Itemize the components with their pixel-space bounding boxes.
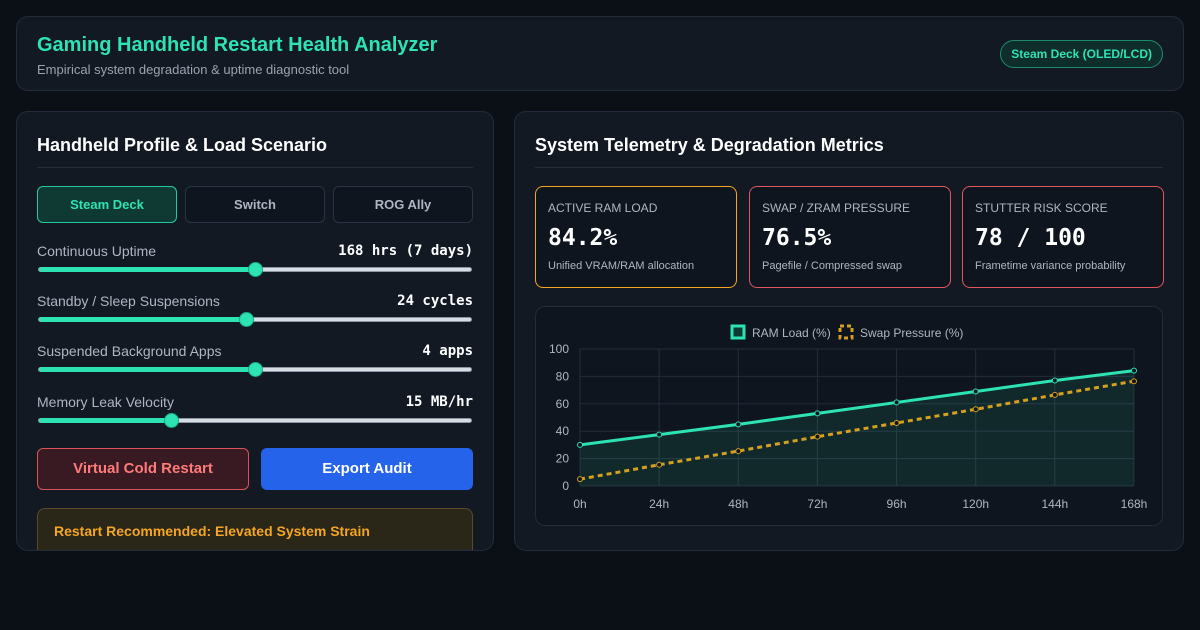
- suspensions-slider-row: Standby / Sleep Suspensions 24 cycles: [37, 293, 473, 329]
- uptime-label: Continuous Uptime: [37, 243, 157, 259]
- metric-value: 78 / 100: [975, 225, 1086, 251]
- data-point: [577, 476, 583, 483]
- virtual-cold-restart-button[interactable]: Virtual Cold Restart: [37, 448, 249, 490]
- data-point: [814, 433, 821, 440]
- device-badge: Steam Deck (OLED/LCD): [1000, 40, 1163, 68]
- tab-switch[interactable]: Switch: [185, 186, 325, 223]
- data-point: [972, 388, 979, 395]
- legend-swatch: [838, 324, 854, 340]
- telemetry-panel: System Telemetry & Degradation Metrics A…: [514, 111, 1184, 551]
- legend-swatch: [730, 324, 746, 340]
- metric-caption: Pagefile / Compressed swap: [762, 260, 903, 272]
- metric-card-swap: SWAP / ZRAM PRESSURE 76.5% Pagefile / Co…: [749, 186, 951, 288]
- memory-leak-label: Memory Leak Velocity: [37, 394, 174, 410]
- suspensions-value: 24 cycles: [397, 293, 473, 309]
- x-tick-label: 72h: [807, 497, 827, 511]
- divider: [535, 167, 1163, 168]
- background-apps-slider-row: Suspended Background Apps 4 apps: [37, 343, 473, 379]
- y-tick-label: 40: [556, 424, 570, 438]
- metric-card-ram: ACTIVE RAM LOAD 84.2% Unified VRAM/RAM a…: [535, 186, 737, 288]
- y-tick-label: 60: [556, 397, 570, 411]
- x-tick-label: 48h: [728, 497, 748, 511]
- data-point: [1131, 378, 1137, 385]
- memory-leak-slider[interactable]: [38, 413, 472, 428]
- y-tick-label: 0: [562, 479, 569, 493]
- legend-label: RAM Load (%): [752, 326, 831, 340]
- app-title: Gaming Handheld Restart Health Analyzer: [37, 34, 438, 56]
- x-tick-label: 24h: [649, 497, 669, 511]
- metric-card-stutter: STUTTER RISK SCORE 78 / 100 Frametime va…: [962, 186, 1164, 288]
- x-tick-label: 168h: [1121, 497, 1148, 511]
- tab-steam-deck[interactable]: Steam Deck: [37, 186, 177, 223]
- y-tick-label: 100: [549, 342, 569, 356]
- profile-panel-title: Handheld Profile & Load Scenario: [37, 135, 328, 155]
- series-line: [579, 369, 1135, 447]
- memory-leak-slider-thumb[interactable]: [163, 413, 179, 428]
- suspensions-slider-thumb[interactable]: [239, 312, 255, 327]
- data-point: [814, 410, 821, 417]
- data-point: [577, 441, 583, 448]
- divider: [37, 167, 473, 168]
- background-apps-slider[interactable]: [38, 362, 472, 377]
- x-tick-label: 96h: [887, 497, 907, 511]
- x-tick-label: 120h: [962, 497, 989, 511]
- metric-value: 84.2%: [548, 225, 618, 251]
- data-point: [735, 421, 742, 428]
- metric-caption: Unified VRAM/RAM allocation: [548, 260, 695, 272]
- memory-leak-value: 15 MB/hr: [405, 394, 473, 410]
- background-apps-label: Suspended Background Apps: [37, 343, 222, 359]
- series-line: [579, 379, 1135, 481]
- background-apps-value: 4 apps: [422, 343, 473, 359]
- suspensions-label: Standby / Sleep Suspensions: [37, 293, 220, 309]
- data-point: [656, 431, 663, 438]
- tab-rog-ally[interactable]: ROG Ally: [333, 186, 473, 223]
- x-tick-label: 0h: [573, 497, 586, 511]
- y-tick-label: 80: [556, 369, 570, 383]
- metric-label: ACTIVE RAM LOAD: [548, 201, 658, 215]
- uptime-slider-fill: [39, 267, 255, 272]
- metric-label: STUTTER RISK SCORE: [975, 201, 1108, 215]
- telemetry-panel-title: System Telemetry & Degradation Metrics: [535, 135, 884, 155]
- profile-panel: Handheld Profile & Load Scenario Steam D…: [16, 111, 494, 551]
- data-point: [1051, 377, 1058, 384]
- app-header: Gaming Handheld Restart Health Analyzer …: [16, 16, 1184, 91]
- uptime-value: 168 hrs (7 days): [338, 243, 473, 259]
- restart-alert: Restart Recommended: Elevated System Str…: [37, 508, 473, 550]
- uptime-slider-row: Continuous Uptime 168 hrs (7 days): [37, 243, 473, 279]
- data-point: [1131, 367, 1137, 374]
- data-point: [972, 406, 979, 413]
- data-point: [656, 461, 663, 468]
- background-apps-slider-fill: [39, 367, 255, 372]
- app-subtitle: Empirical system degradation & uptime di…: [37, 62, 350, 77]
- metric-value: 76.5%: [762, 225, 832, 251]
- data-point: [893, 399, 900, 406]
- data-point: [735, 448, 742, 455]
- background-apps-slider-thumb[interactable]: [248, 362, 263, 377]
- metric-caption: Frametime variance probability: [975, 260, 1126, 272]
- legend-label: Swap Pressure (%): [860, 326, 963, 340]
- metric-label: SWAP / ZRAM PRESSURE: [762, 201, 911, 215]
- telemetry-chart: 0 20 40 60 80 100 0h 24h 48h 72h 96h 120h 144h 168h RA…: [549, 324, 1148, 511]
- memory-leak-slider-fill: [39, 418, 171, 423]
- data-point: [893, 419, 900, 426]
- alert-text: Restart Recommended: Elevated System Str…: [54, 523, 370, 539]
- suspensions-slider-fill: [39, 317, 247, 322]
- x-tick-label: 144h: [1042, 497, 1069, 511]
- y-tick-label: 20: [556, 452, 570, 466]
- uptime-slider[interactable]: [38, 262, 472, 277]
- telemetry-chart-box: 0 20 40 60 80 100 0h 24h 48h 72h 96h 120h 144h 168h RA…: [535, 306, 1163, 526]
- memory-leak-slider-row: Memory Leak Velocity 15 MB/hr: [37, 394, 473, 430]
- data-point: [1051, 391, 1058, 398]
- export-audit-button[interactable]: Export Audit: [261, 448, 473, 490]
- uptime-slider-thumb[interactable]: [248, 262, 263, 277]
- suspensions-slider[interactable]: [38, 312, 472, 327]
